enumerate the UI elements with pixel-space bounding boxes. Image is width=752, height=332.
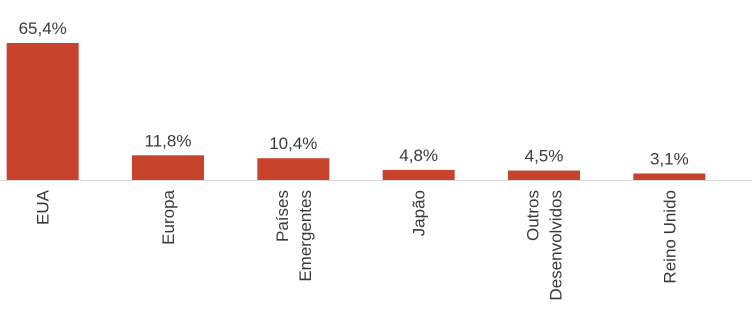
category-label-5: Reino Unido: [660, 190, 679, 284]
bar-2: [257, 158, 330, 180]
category-label-2: Países Emergentes: [273, 190, 315, 282]
bar-1: [132, 155, 204, 180]
category-label-2-line-0: Países: [273, 190, 292, 242]
bar-4: [508, 170, 580, 180]
category-label-1: Europa: [159, 189, 178, 244]
category-label-1-line-0: Europa: [159, 189, 178, 244]
bar-0: [6, 43, 79, 180]
category-label-3-line-0: Japão: [410, 190, 429, 236]
category-label-0: EUA: [34, 189, 53, 225]
data-label-3: 4,8%: [399, 146, 438, 165]
bar-5: [633, 173, 706, 180]
category-label-4: Outros Desenvolvidos: [524, 190, 566, 301]
data-label-5: 3,1%: [650, 150, 689, 169]
category-label-4-line-0: Outros: [524, 190, 543, 241]
bar-3: [382, 169, 455, 180]
category-label-4-line-1: Desenvolvidos: [547, 190, 566, 301]
category-label-2-line-1: Emergentes: [296, 190, 315, 282]
data-label-4: 4,5%: [525, 147, 564, 166]
category-label-3: Japão: [410, 190, 429, 236]
data-label-0: 65,4%: [19, 19, 67, 38]
data-label-2: 10,4%: [269, 134, 317, 153]
data-label-1: 11,8%: [145, 131, 192, 150]
category-label-0-line-0: EUA: [34, 189, 53, 225]
category-label-5-line-0: Reino Unido: [660, 190, 679, 284]
